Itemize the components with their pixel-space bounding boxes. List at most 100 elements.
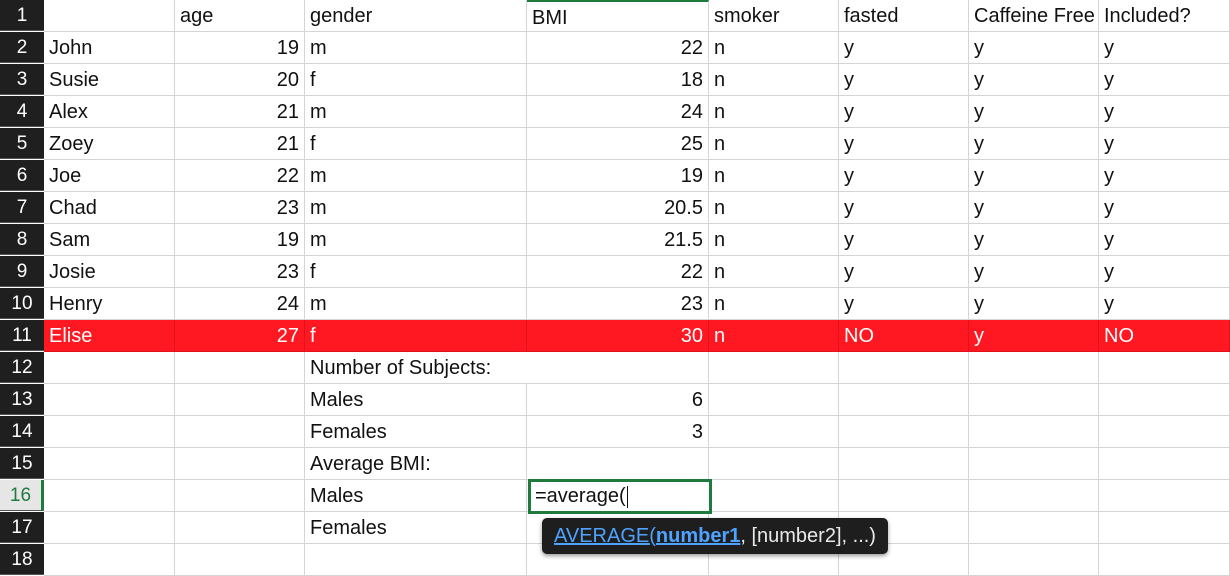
cell-empty[interactable]: [305, 544, 527, 576]
cell-bmi[interactable]: 22: [527, 32, 709, 64]
cell-empty[interactable]: [839, 384, 969, 416]
cell-empty[interactable]: [709, 384, 839, 416]
cell-smoker[interactable]: n: [709, 192, 839, 224]
cell-empty[interactable]: [839, 512, 969, 544]
cell-gender[interactable]: m: [305, 160, 527, 192]
header-cell-age[interactable]: age: [175, 0, 305, 32]
cell-empty[interactable]: [709, 448, 839, 480]
cell-gender[interactable]: m: [305, 32, 527, 64]
cell-caffeine-free[interactable]: y: [969, 288, 1099, 320]
cell-smoker[interactable]: n: [709, 224, 839, 256]
row-header-5[interactable]: 5: [0, 128, 44, 159]
cell-gender[interactable]: m: [305, 96, 527, 128]
cell-included[interactable]: y: [1099, 96, 1230, 128]
row-header-16-active[interactable]: 16: [0, 480, 44, 511]
cell-empty[interactable]: [969, 544, 1099, 576]
cell-empty[interactable]: [839, 416, 969, 448]
cell-empty[interactable]: [1099, 384, 1230, 416]
cell-empty[interactable]: [839, 480, 969, 512]
cell-empty[interactable]: [175, 512, 305, 544]
header-cell-name[interactable]: [44, 0, 175, 32]
cell-included[interactable]: y: [1099, 64, 1230, 96]
row-header-6[interactable]: 6: [0, 160, 44, 191]
cell-name[interactable]: Josie: [44, 256, 175, 288]
cell-fasted[interactable]: y: [839, 128, 969, 160]
cell-smoker[interactable]: n: [709, 96, 839, 128]
row-header-7[interactable]: 7: [0, 192, 44, 223]
cell-empty[interactable]: [527, 448, 709, 480]
cell-bmi[interactable]: 24: [527, 96, 709, 128]
cell-smoker[interactable]: n: [709, 320, 839, 352]
males-bmi-label[interactable]: Males: [305, 480, 527, 512]
row-header-11[interactable]: 11: [0, 320, 44, 351]
cell-caffeine-free[interactable]: y: [969, 32, 1099, 64]
cell-empty[interactable]: [44, 512, 175, 544]
cell-age[interactable]: 20: [175, 64, 305, 96]
cell-smoker[interactable]: n: [709, 32, 839, 64]
cell-empty[interactable]: [1099, 352, 1230, 384]
cell-name[interactable]: Elise: [44, 320, 175, 352]
cell-age[interactable]: 19: [175, 32, 305, 64]
header-cell-gender[interactable]: gender: [305, 0, 527, 32]
cell-empty[interactable]: [44, 544, 175, 576]
cell-empty[interactable]: [175, 416, 305, 448]
cell-age[interactable]: 21: [175, 96, 305, 128]
cell-age[interactable]: 22: [175, 160, 305, 192]
function-name-link[interactable]: AVERAGE: [554, 525, 650, 547]
cell-empty[interactable]: [969, 512, 1099, 544]
cell-empty[interactable]: [1099, 416, 1230, 448]
cell-included[interactable]: y: [1099, 288, 1230, 320]
cell-empty[interactable]: [709, 352, 839, 384]
cell-included[interactable]: y: [1099, 128, 1230, 160]
cell-caffeine-free[interactable]: y: [969, 256, 1099, 288]
cell-included[interactable]: y: [1099, 160, 1230, 192]
cell-empty[interactable]: [175, 448, 305, 480]
cell-fasted[interactable]: y: [839, 96, 969, 128]
function-current-arg[interactable]: number1: [655, 525, 741, 547]
cell-age[interactable]: 27: [175, 320, 305, 352]
cell-name[interactable]: Sam: [44, 224, 175, 256]
cell-fasted[interactable]: y: [839, 160, 969, 192]
cell-empty[interactable]: [839, 448, 969, 480]
cell-empty[interactable]: [969, 416, 1099, 448]
cell-included[interactable]: NO: [1099, 320, 1230, 352]
cell-gender[interactable]: f: [305, 320, 527, 352]
cell-empty[interactable]: [709, 416, 839, 448]
cell-bmi[interactable]: 25: [527, 128, 709, 160]
females-bmi-label[interactable]: Females: [305, 512, 527, 544]
cell-fasted[interactable]: y: [839, 288, 969, 320]
males-count-value[interactable]: 6: [527, 384, 709, 416]
cell-gender[interactable]: f: [305, 256, 527, 288]
row-header-12[interactable]: 12: [0, 352, 44, 383]
cell-fasted[interactable]: y: [839, 32, 969, 64]
row-header-3[interactable]: 3: [0, 64, 44, 95]
cell-empty[interactable]: [1099, 448, 1230, 480]
cell-caffeine-free[interactable]: y: [969, 192, 1099, 224]
cell-age[interactable]: 24: [175, 288, 305, 320]
row-header-8[interactable]: 8: [0, 224, 44, 255]
cell-caffeine-free[interactable]: y: [969, 96, 1099, 128]
cell-empty[interactable]: [175, 480, 305, 512]
cell-included[interactable]: y: [1099, 32, 1230, 64]
cell-caffeine-free[interactable]: y: [969, 160, 1099, 192]
cell-empty[interactable]: [1099, 544, 1230, 576]
cell-smoker[interactable]: n: [709, 128, 839, 160]
females-count-value[interactable]: 3: [527, 416, 709, 448]
cell-bmi[interactable]: 22: [527, 256, 709, 288]
cell-included[interactable]: y: [1099, 224, 1230, 256]
cell-empty[interactable]: [709, 480, 839, 512]
cell-bmi[interactable]: 20.5: [527, 192, 709, 224]
cell-age[interactable]: 19: [175, 224, 305, 256]
cell-empty[interactable]: [175, 384, 305, 416]
cell-gender[interactable]: m: [305, 192, 527, 224]
row-header-4[interactable]: 4: [0, 96, 44, 127]
cell-empty[interactable]: [44, 416, 175, 448]
cell-caffeine-free[interactable]: y: [969, 320, 1099, 352]
cell-empty[interactable]: [175, 352, 305, 384]
females-count-label[interactable]: Females: [305, 416, 527, 448]
males-count-label[interactable]: Males: [305, 384, 527, 416]
cell-empty[interactable]: [527, 352, 709, 384]
row-header-9[interactable]: 9: [0, 256, 44, 287]
cell-smoker[interactable]: n: [709, 64, 839, 96]
cell-age[interactable]: 23: [175, 256, 305, 288]
